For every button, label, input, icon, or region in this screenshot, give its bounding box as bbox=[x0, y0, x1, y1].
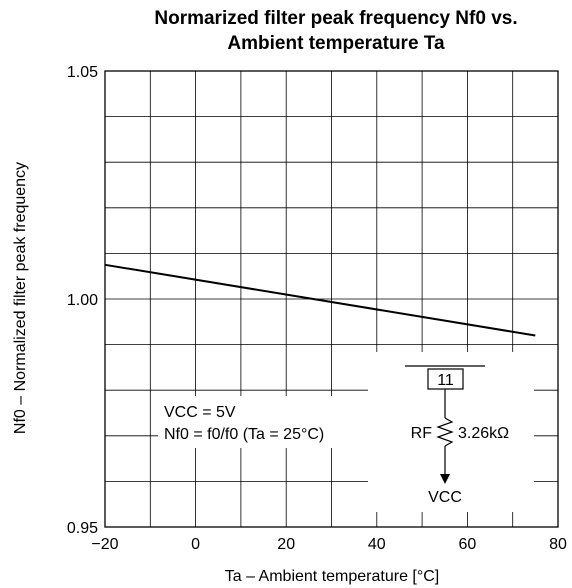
chart-title-line1: Normarized filter peak frequency Nf0 vs. bbox=[154, 8, 517, 29]
x-tick-label: −20 bbox=[91, 536, 118, 553]
supply-label: VCC bbox=[428, 489, 462, 506]
y-tick-label: 1.00 bbox=[67, 292, 98, 309]
y-axis-label: Nf0 – Normalized filter peak frequency bbox=[12, 162, 29, 434]
resistor-label: RF bbox=[411, 425, 433, 442]
y-tick-label: 1.05 bbox=[67, 64, 98, 81]
resistor-zigzag bbox=[436, 417, 454, 447]
chart-title-line2: Ambient temperature Ta bbox=[227, 33, 445, 54]
arrow-down-icon bbox=[440, 474, 450, 484]
circuit-inset: 11 RF 3.26kΩ VCC bbox=[368, 352, 534, 512]
x-tick-label: 20 bbox=[277, 536, 295, 553]
x-tick-label: 40 bbox=[368, 536, 386, 553]
y-tick-labels: 0.95 1.00 1.05 bbox=[67, 64, 98, 537]
annotation-background bbox=[158, 396, 378, 448]
x-tick-labels: −20 0 20 40 60 80 bbox=[91, 536, 567, 553]
data-series bbox=[104, 263, 536, 337]
series-line bbox=[104, 263, 536, 337]
y-tick-label: 0.95 bbox=[67, 520, 98, 537]
condition-nf0: Nf0 = f0/f0 (Ta = 25°C) bbox=[164, 426, 324, 443]
plot-frame bbox=[104, 70, 559, 528]
x-tick-label: 0 bbox=[191, 536, 200, 553]
resistor-value: 3.26kΩ bbox=[458, 425, 509, 442]
condition-vcc: VCC = 5V bbox=[164, 404, 236, 421]
x-tick-label: 60 bbox=[459, 536, 477, 553]
x-tick-label: 80 bbox=[549, 536, 567, 553]
x-axis-label: Ta – Ambient temperature [°C] bbox=[225, 568, 440, 585]
pin-label: 11 bbox=[437, 372, 454, 389]
